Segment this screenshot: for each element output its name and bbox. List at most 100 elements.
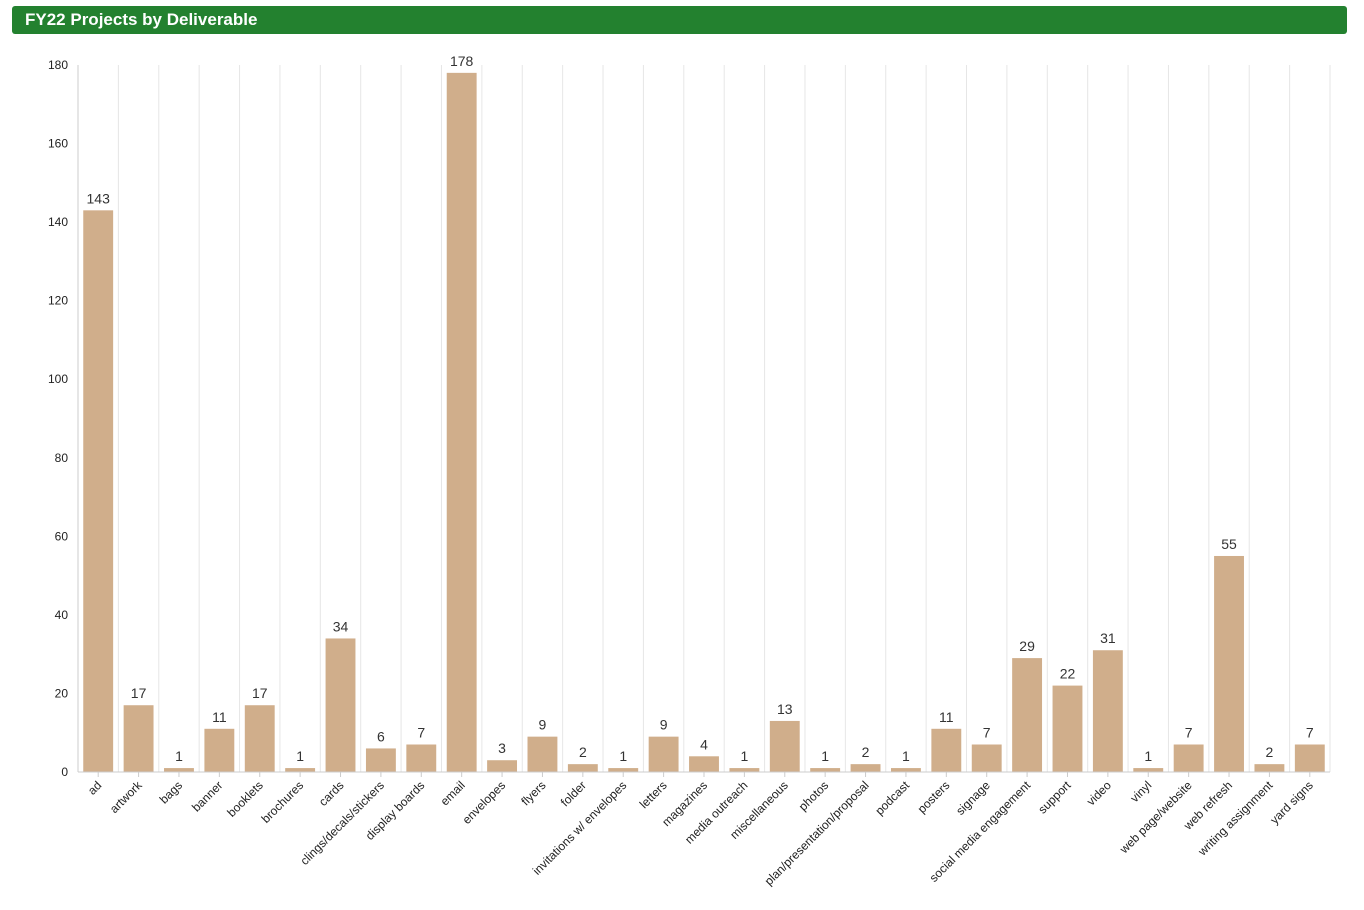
bar: [487, 760, 518, 772]
data-label: 1: [902, 748, 910, 764]
bar: [204, 728, 235, 772]
x-tick-label: vinyl: [1127, 778, 1154, 805]
data-label: 4: [700, 736, 708, 752]
data-label: 11: [212, 709, 227, 725]
bar: [1133, 768, 1164, 772]
x-tick-label: writing assignment: [1195, 778, 1276, 859]
bar: [850, 764, 881, 772]
bar: [810, 768, 841, 772]
data-label: 7: [1185, 725, 1193, 741]
y-tick-label: 140: [48, 215, 68, 229]
bar: [1052, 685, 1083, 772]
x-tick-label: cards: [316, 778, 347, 809]
data-label: 1: [740, 748, 748, 764]
data-label: 55: [1221, 536, 1237, 552]
grid-lines: [117, 65, 1331, 772]
y-tick-label: 80: [55, 451, 69, 465]
x-tick-label: banner: [189, 778, 225, 814]
bar: [689, 756, 719, 772]
data-label: 29: [1019, 638, 1035, 654]
bar: [285, 768, 316, 772]
x-tick-label: artwork: [107, 778, 145, 816]
bar: [1012, 658, 1043, 772]
bar: [365, 748, 396, 772]
x-tick-label: ad: [85, 778, 104, 797]
bar: [1214, 555, 1244, 772]
data-label: 9: [660, 717, 668, 733]
bar: [1294, 744, 1325, 772]
bar: [406, 744, 437, 772]
bar: [608, 768, 639, 772]
bar: [729, 768, 760, 772]
y-tick-label: 100: [48, 372, 68, 386]
x-tick-label: web page/website: [1116, 778, 1195, 857]
bar: [1092, 650, 1123, 772]
y-tick-label: 120: [48, 294, 68, 308]
y-tick-label: 20: [55, 686, 69, 700]
bar: [1173, 744, 1204, 772]
bar: [446, 72, 477, 773]
bar: [769, 720, 800, 772]
data-label: 1: [821, 748, 829, 764]
data-label: 1: [175, 748, 183, 764]
data-label: 7: [417, 725, 425, 741]
data-label: 7: [1306, 725, 1314, 741]
data-label: 1: [1144, 748, 1152, 764]
y-tick-label: 160: [48, 137, 68, 151]
data-label: 31: [1100, 630, 1116, 646]
bar: [244, 705, 275, 772]
data-label: 7: [983, 725, 991, 741]
chart-title: FY22 Projects by Deliverable: [25, 10, 258, 29]
data-label: 2: [579, 744, 587, 760]
x-tick-label: folder: [558, 778, 589, 809]
data-label: 22: [1060, 666, 1076, 682]
x-tick-label: bags: [157, 778, 185, 806]
x-tick-label: envelopes: [460, 778, 509, 827]
x-tick-label: booklets: [224, 778, 266, 820]
data-label: 9: [539, 717, 547, 733]
data-label: 2: [862, 744, 870, 760]
data-label: 13: [777, 701, 793, 717]
bar-series: [83, 72, 1325, 773]
data-label: 34: [333, 618, 349, 634]
x-tick-label: support: [1035, 778, 1074, 817]
data-label: 11: [939, 709, 954, 725]
y-tick-label: 60: [55, 529, 69, 543]
x-tick-label: flyers: [518, 778, 548, 808]
data-label: 17: [252, 685, 268, 701]
x-tick-label: podcast: [872, 778, 912, 818]
y-tick-label: 0: [61, 765, 68, 779]
y-axis: 0 20 40 60 80 100 120 140 160 180: [48, 58, 79, 779]
bar: [931, 728, 962, 772]
bar: [971, 744, 1002, 772]
data-label: 2: [1266, 744, 1274, 760]
x-tick-label: photos: [796, 778, 831, 813]
data-label: 178: [450, 53, 474, 69]
y-tick-label: 180: [48, 58, 68, 72]
y-tick-label: 40: [55, 608, 69, 622]
data-label: 6: [377, 728, 385, 744]
bar: [164, 768, 194, 772]
x-tick-label: brochures: [259, 778, 307, 826]
x-tick-label: signage: [953, 778, 993, 818]
data-label: 143: [87, 190, 111, 206]
chart-header: FY22 Projects by Deliverable: [12, 6, 1347, 34]
data-label: 1: [619, 748, 627, 764]
x-tick-label: yard signs: [1267, 778, 1316, 827]
x-tick-label: email: [438, 778, 468, 808]
data-label: 17: [131, 685, 147, 701]
bar: [325, 638, 356, 772]
bar: [1254, 764, 1285, 772]
bar: [648, 736, 679, 772]
data-label: 3: [498, 740, 506, 756]
x-tick-label: posters: [915, 778, 953, 816]
bar: [567, 764, 598, 772]
bar: [123, 705, 154, 772]
bar: [890, 768, 921, 772]
bar: [83, 210, 114, 773]
bar: [527, 736, 558, 772]
data-label: 1: [296, 748, 304, 764]
